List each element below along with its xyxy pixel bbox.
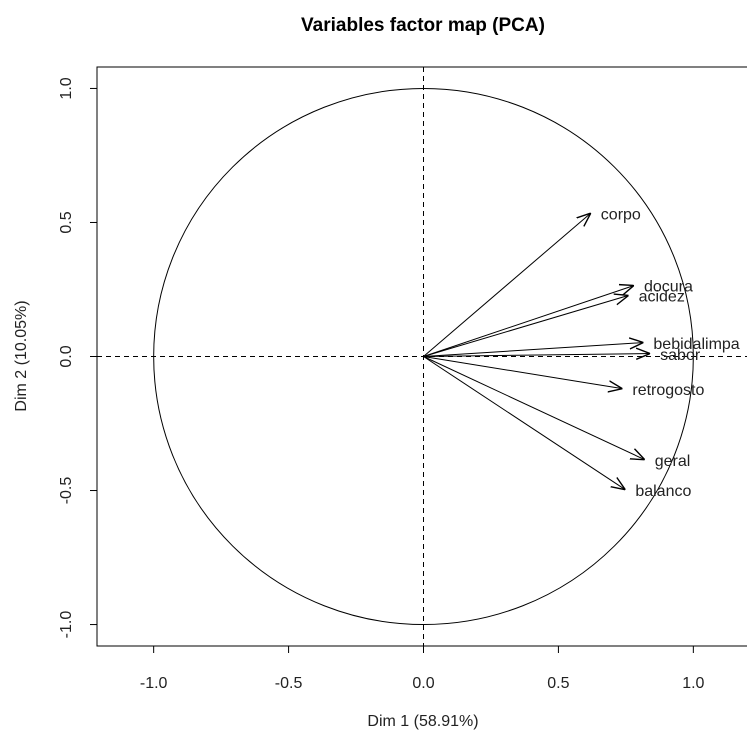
arrow bbox=[423, 356, 623, 389]
arrow bbox=[423, 295, 629, 357]
arrow bbox=[423, 213, 591, 357]
variable-label: docura bbox=[644, 279, 693, 296]
y-tick-label: 1.0 bbox=[58, 77, 75, 99]
variable-label: bebidalimpa bbox=[653, 336, 739, 353]
y-axis-label: Dim 2 (10.05%) bbox=[13, 300, 30, 411]
arrow bbox=[423, 285, 634, 357]
y-tick-label: -1.0 bbox=[58, 611, 75, 639]
x-tick-label: 1.0 bbox=[682, 675, 704, 692]
variable-label: retrogosto bbox=[632, 382, 704, 399]
y-tick-label: -0.5 bbox=[58, 477, 75, 505]
arrow bbox=[423, 356, 645, 460]
x-tick-label: 0.5 bbox=[547, 675, 569, 692]
x-tick-label: -0.5 bbox=[275, 675, 303, 692]
variable-label: geral bbox=[655, 453, 691, 470]
x-tick-label: 0.0 bbox=[412, 675, 434, 692]
arrow bbox=[423, 354, 651, 357]
variable-label: acidez bbox=[639, 289, 685, 306]
variable-label: balanco bbox=[635, 483, 691, 500]
chart-title: Variables factor map (PCA) bbox=[301, 15, 545, 36]
variable-label: sabor bbox=[660, 347, 701, 364]
arrow bbox=[423, 343, 644, 357]
y-tick-label: 0.5 bbox=[58, 211, 75, 233]
variable-label: corpo bbox=[601, 206, 641, 223]
arrow bbox=[423, 356, 626, 490]
x-axis-label: Dim 1 (58.91%) bbox=[367, 713, 478, 730]
x-tick-label: -1.0 bbox=[140, 675, 168, 692]
y-tick-label: 0.0 bbox=[58, 345, 75, 367]
